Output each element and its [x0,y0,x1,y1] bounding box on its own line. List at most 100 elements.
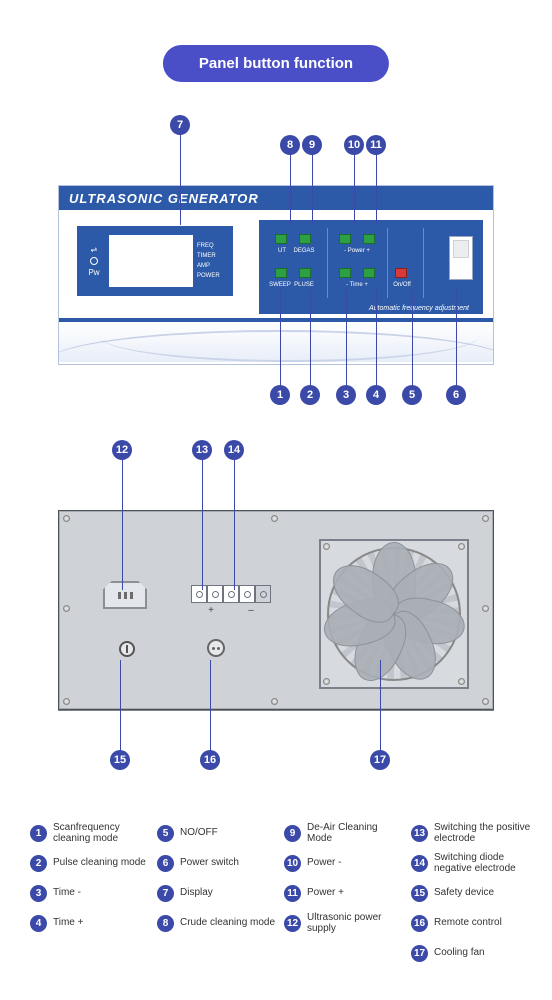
legend-item: 6 Power switch [157,850,278,876]
legend-text: De-Air Cleaning Mode [307,822,405,845]
legend-text: Remote control [434,917,502,929]
legend-item: 8 Crude cleaning mode [157,910,278,936]
legend-text: Switching diode negative electrode [434,852,532,875]
legend-item [30,940,151,966]
pulse-button[interactable] [299,268,311,278]
cooling-fan [319,539,469,689]
legend-item [284,940,405,966]
terminal-4[interactable] [239,585,255,603]
legend-item [157,940,278,966]
callout-17: 17 [370,750,390,770]
callout-line [380,660,381,760]
time-plus-button[interactable] [363,268,375,278]
legend-num: 1 [30,825,47,842]
screw-icon [323,678,330,685]
legend-item: 3 Time - [30,880,151,906]
legend-text: NO/OFF [180,827,218,839]
callout-line [210,660,211,760]
terminal-block[interactable] [191,585,271,603]
time-range-label: - Time + [337,282,377,288]
legend-num: 6 [157,855,174,872]
power-range-label: - Power + [337,248,377,254]
legend-num: 10 [284,855,301,872]
lcd-r0: FREQ [197,241,227,251]
screw-icon [63,515,70,522]
legend-text: Pulse cleaning mode [53,857,146,869]
legend-num: 13 [411,825,428,842]
onoff-button[interactable] [395,268,407,278]
legend-text: Power + [307,887,344,899]
term-minus: – [248,605,254,616]
callout-line [376,290,377,395]
legend-num: 15 [411,885,428,902]
front-topbar: ULTRASONIC GENERATOR [59,186,493,210]
callout-6: 6 [446,385,466,405]
lcd-r1: TIMER [197,251,227,261]
callout-line [312,145,313,225]
front-wave [59,322,493,362]
legend-item: 4 Time + [30,910,151,936]
legend-text: Power switch [180,857,239,869]
callout-4: 4 [366,385,386,405]
degas-label: DEGAS [289,248,319,254]
onoff-label: On/Off [387,282,417,288]
lcd-r2: AMP [197,261,227,271]
screw-icon [482,605,489,612]
time-minus-button[interactable] [339,268,351,278]
term-plus: + [208,605,214,616]
legend-text: Time + [53,917,83,929]
screw-icon [63,698,70,705]
ut-button[interactable] [275,234,287,244]
terminal-1[interactable] [191,585,207,603]
legend-item: 10 Power - [284,850,405,876]
power-plus-button[interactable] [363,234,375,244]
pw-label: Pw [83,268,105,277]
auto-adjust-label: Automatic frequency adjustment [369,305,469,312]
callout-line [202,450,203,590]
lcd-r3: POWER [197,271,227,281]
header-pill: Panel button function [163,45,389,82]
screw-icon [482,698,489,705]
safety-device[interactable] [119,641,135,657]
legend-num: 8 [157,915,174,932]
power-supply-socket[interactable] [103,581,147,609]
callout-8: 8 [280,135,300,155]
callout-5: 5 [402,385,422,405]
legend-num: 14 [411,855,428,872]
callout-13: 13 [192,440,212,460]
legend-item: 17Cooling fan [411,940,532,966]
legend-num: 3 [30,885,47,902]
onoff-group [395,268,407,278]
legend-item: 7Display [157,880,278,906]
legend-text: Display [180,887,213,899]
degas-button[interactable] [299,234,311,244]
screw-icon [458,543,465,550]
callout-line [234,450,235,590]
power-minus-button[interactable] [339,234,351,244]
legend-item: 2Pulse cleaning mode [30,850,151,876]
legend-text: Crude cleaning mode [180,917,275,929]
legend-item: 12Ultrasonic power supply [284,910,405,936]
terminal-5[interactable] [255,585,271,603]
legend-item: 1Scanfrequency cleaning mode [30,820,151,846]
lcd-left: ⇌ Pw [83,242,105,280]
legend-text: Power - [307,857,341,869]
callout-11: 11 [366,135,386,155]
legend-num: 4 [30,915,47,932]
sweep-button[interactable] [275,268,287,278]
legend-text: Time - [53,887,81,899]
terminal-2[interactable] [207,585,223,603]
callout-7: 7 [170,115,190,135]
legend-num: 16 [411,915,428,932]
screw-icon [482,515,489,522]
lcd-area: ⇌ Pw FREQ TIMER AMP POWER [77,226,233,296]
remote-connector[interactable] [207,639,225,657]
terminal-3[interactable] [223,585,239,603]
rocker-switch[interactable] [449,236,473,280]
btns-power [339,234,375,244]
front-panel: ULTRASONIC GENERATOR ⇌ Pw FREQ TIMER AMP… [58,185,494,365]
callout-line [180,125,181,225]
legend-text: Cooling fan [434,947,485,959]
legend-text: Switching the positive electrode [434,822,532,845]
rear-panel: + – [58,510,494,710]
